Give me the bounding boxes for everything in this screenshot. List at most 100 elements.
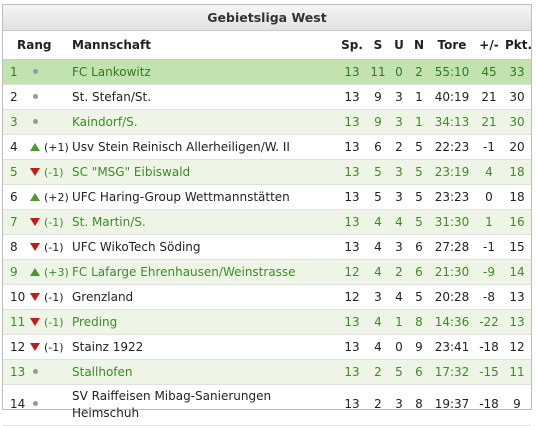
table-row[interactable]: 14 SV Raiffeisen Mibag-Sanierungen Heimsc… — [3, 385, 531, 426]
losses: 8 — [415, 315, 423, 329]
losses: 1 — [415, 90, 423, 104]
draws: 5 — [395, 365, 403, 379]
losses: 5 — [415, 190, 423, 204]
arrow-down-icon — [30, 342, 40, 351]
team-name[interactable]: Usv Stein Reinisch Allerheiligen/W. II — [72, 140, 290, 154]
rank-change: (-1) — [44, 316, 64, 329]
games-played: 13 — [344, 190, 360, 204]
arrow-down-icon — [30, 242, 40, 251]
goals: 40:19 — [434, 90, 470, 104]
team-name[interactable]: SC "MSG" Eibiswald — [72, 165, 191, 179]
games-played: 12 — [344, 290, 360, 304]
points: 20 — [509, 140, 525, 154]
games-played: 13 — [344, 90, 360, 104]
table-row[interactable]: 5 (-1) SC "MSG" Eibiswald 13 5 3 5 23:19 4 18 — [3, 160, 531, 185]
table-row[interactable]: 11 (-1) Preding 13 4 1 8 14:36 -22 13 — [3, 310, 531, 335]
wins: 6 — [374, 140, 382, 154]
games-played: 13 — [344, 397, 360, 411]
wins: 3 — [374, 290, 382, 304]
wins: 5 — [374, 190, 382, 204]
rank-value: 13 — [10, 365, 26, 379]
draws: 4 — [395, 215, 403, 229]
team-name[interactable]: Stallhofen — [72, 365, 133, 379]
goals: 20:28 — [434, 290, 470, 304]
table-row[interactable]: 2 St. Stefan/St. 13 9 3 1 40:19 21 30 — [3, 85, 531, 110]
draws: 3 — [395, 115, 403, 129]
team-name[interactable]: UFC Haring-Group Wettmannstätten — [72, 190, 290, 204]
goals: 19:37 — [434, 397, 470, 411]
points: 18 — [509, 190, 525, 204]
points: 13 — [509, 315, 525, 329]
wins: 5 — [374, 165, 382, 179]
goal-difference: 1 — [485, 215, 493, 229]
team-name[interactable]: Kaindorf/S. — [72, 115, 138, 129]
points: 18 — [509, 165, 525, 179]
rank-change: (+1) — [44, 141, 69, 154]
rank-value: 1 — [10, 65, 18, 79]
table-row[interactable]: 3 Kaindorf/S. 13 9 3 1 34:13 21 30 — [3, 110, 531, 135]
table-row[interactable]: 6 (+2) UFC Haring-Group Wettmannstätten 13 5… — [3, 185, 531, 210]
goals: 23:41 — [434, 340, 470, 354]
rank-value: 3 — [10, 115, 18, 129]
team-name[interactable]: Preding — [72, 315, 118, 329]
goals: 17:32 — [434, 365, 470, 379]
goal-difference: -1 — [483, 240, 495, 254]
losses: 6 — [415, 365, 423, 379]
rank-change: (-1) — [44, 216, 64, 229]
table-row[interactable]: 4 (+1) Usv Stein Reinisch Allerheiligen/W.… — [3, 135, 531, 160]
table-row[interactable]: 12 (-1) Stainz 1922 13 4 0 9 23:41 -18 12 — [3, 335, 531, 360]
goal-difference: -22 — [479, 315, 499, 329]
trend-indicator — [30, 60, 70, 84]
team-name[interactable]: St. Martin/S. — [72, 215, 146, 229]
team-name[interactable]: St. Stefan/St. — [72, 90, 152, 104]
table-row[interactable]: 7 (-1) St. Martin/S. 13 4 4 5 31:30 1 16 — [3, 210, 531, 235]
rank-value: 12 — [10, 340, 26, 354]
points: 14 — [509, 265, 525, 279]
header-pkt: Pkt. — [505, 38, 533, 52]
draws: 3 — [395, 165, 403, 179]
header-tore: Tore — [437, 38, 467, 52]
unchanged-dot-icon — [33, 69, 38, 74]
wins: 2 — [374, 397, 382, 411]
unchanged-dot-icon — [33, 94, 38, 99]
league-table: Gebietsliga West Rang Mannschaft Sp. S U… — [2, 4, 533, 426]
losses: 9 — [415, 340, 423, 354]
wins: 9 — [374, 115, 382, 129]
arrow-down-icon — [30, 167, 40, 176]
rank-value: 6 — [10, 190, 18, 204]
rank-value: 9 — [10, 265, 18, 279]
team-name[interactable]: Stainz 1922 — [72, 340, 144, 354]
team-name[interactable]: FC Lafarge Ehrenhausen/Weinstrasse — [72, 265, 296, 279]
team-name[interactable]: FC Lankowitz — [72, 65, 151, 79]
table-row[interactable]: 10 (-1) Grenzland 12 3 4 5 20:28 -8 13 — [3, 285, 531, 310]
arrow-down-icon — [30, 217, 40, 226]
draws: 2 — [395, 265, 403, 279]
losses: 5 — [415, 140, 423, 154]
draws: 2 — [395, 140, 403, 154]
goal-difference: -8 — [483, 290, 495, 304]
points: 12 — [509, 340, 525, 354]
losses: 5 — [415, 165, 423, 179]
goals: 14:36 — [434, 315, 470, 329]
goal-difference: -18 — [479, 340, 499, 354]
team-name[interactable]: Grenzland — [72, 290, 134, 304]
team-name[interactable]: UFC WikoTech Söding — [72, 240, 201, 254]
table-row[interactable]: 8 (-1) UFC WikoTech Söding 13 4 3 6 27:28 -1 15 — [3, 235, 531, 260]
header-sp: Sp. — [341, 38, 363, 52]
goals: 23:23 — [434, 190, 470, 204]
trend-indicator: (+1) — [30, 135, 70, 160]
goal-difference: -1 — [483, 140, 495, 154]
losses: 6 — [415, 265, 423, 279]
table-row[interactable]: 9 (+3) FC Lafarge Ehrenhausen/Weinstrasse 1… — [3, 260, 531, 285]
table-row[interactable]: 1 FC Lankowitz 13 11 0 2 55:10 45 33 — [3, 60, 531, 85]
trend-indicator: (-1) — [30, 210, 70, 235]
points: 13 — [509, 290, 525, 304]
header-rang: Rang — [17, 38, 52, 52]
team-name[interactable]: SV Raiffeisen Mibag-Sanierungen Heimschu… — [72, 389, 272, 420]
rank-change: (+2) — [44, 191, 69, 204]
trend-indicator — [30, 85, 70, 109]
rank-value: 2 — [10, 90, 18, 104]
table-row[interactable]: 13 Stallhofen 13 2 5 6 17:32 -15 11 — [3, 360, 531, 385]
header-u: U — [394, 38, 404, 52]
losses: 2 — [415, 65, 423, 79]
